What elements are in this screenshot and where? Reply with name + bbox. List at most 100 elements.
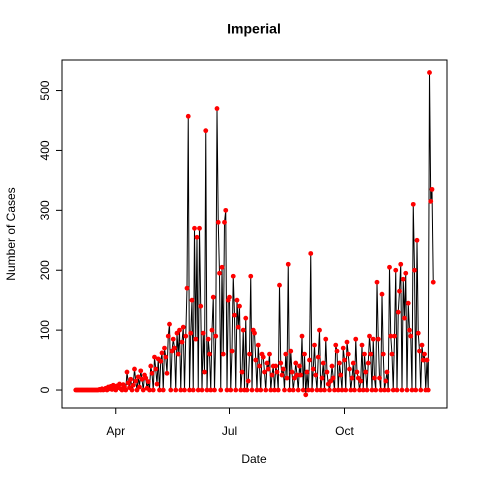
data-point [405,300,411,306]
data-point [274,369,280,375]
data-point [417,348,422,354]
data-point [390,387,396,393]
data-point [253,357,259,363]
data-point [343,387,349,393]
data-point [382,387,387,393]
data-point [279,372,285,378]
data-point [218,387,224,393]
data-point [320,360,326,366]
data-point [147,387,152,393]
data-point [332,387,337,393]
data-point [184,285,190,291]
data-point [238,387,244,393]
data-point [317,327,322,333]
data-point [269,372,275,378]
data-point [223,207,229,213]
data-point [235,324,241,330]
data-point [284,375,290,381]
data-point [177,327,182,333]
data-point [220,351,226,357]
data-point [297,363,302,369]
data-point [324,369,330,375]
data-point [153,366,159,372]
data-point [198,303,204,309]
data-point [428,198,434,204]
data-point [137,384,142,390]
data-point [248,273,254,279]
data-point [227,294,232,300]
data-point [372,375,377,381]
data-point [335,387,341,393]
x-tick-label: Apr [106,424,125,438]
data-point [334,348,340,354]
data-point [368,351,374,357]
data-point [138,368,144,374]
data-point [323,336,329,342]
data-point [283,351,289,357]
data-point [132,366,137,372]
data-point [254,387,260,393]
data-point [273,363,279,369]
data-point [399,387,405,393]
data-point [349,375,355,381]
data-point [130,382,136,388]
data-point [224,387,230,393]
data-point [264,360,270,366]
data-point [252,330,257,336]
data-point [398,261,404,267]
data-point [123,387,129,393]
data-point [312,342,317,348]
data-point [339,387,345,393]
data-point [117,381,122,387]
data-point [340,345,346,351]
data-point [318,387,324,393]
data-point [230,273,236,279]
data-point [278,360,284,366]
data-point [298,372,304,378]
data-point [197,225,202,231]
data-point [282,387,287,393]
data-point [277,282,282,288]
data-point [187,387,192,393]
data-point [160,387,166,393]
data-point [374,279,380,285]
data-point [385,387,391,393]
data-point [344,339,350,345]
data-point [310,366,316,372]
data-point [168,387,174,393]
y-tick-label: 400 [38,140,52,160]
data-point [180,324,186,330]
data-point [393,267,399,273]
data-point [245,378,251,384]
data-point [163,354,169,360]
data-point [128,376,134,382]
data-point [170,336,176,342]
data-point [234,297,240,303]
data-point [357,387,362,393]
data-point [162,345,167,351]
data-point [239,369,245,375]
data-point [194,234,200,240]
data-point [200,330,206,336]
data-point [329,363,335,369]
data-point [255,342,261,348]
data-point [287,387,292,393]
data-point [232,312,237,318]
data-point [365,360,371,366]
data-point [315,354,321,360]
y-tick-label: 500 [38,80,52,100]
data-point [363,369,369,375]
data-point [183,333,189,339]
data-point [295,387,301,393]
plot-frame [61,59,448,409]
data-point [338,372,344,378]
data-point [210,294,216,300]
data-point [150,387,156,393]
data-point [214,106,220,111]
data-point [422,351,427,357]
data-point [262,369,267,375]
data-line [75,72,434,395]
data-point [205,336,211,342]
data-point [352,387,357,393]
data-point [313,372,319,378]
